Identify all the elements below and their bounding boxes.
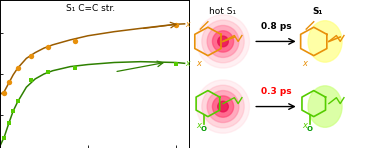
- Point: [6, 81, 12, 83]
- Ellipse shape: [308, 86, 342, 127]
- Ellipse shape: [308, 21, 342, 62]
- Text: x: x: [196, 121, 201, 130]
- Text: O: O: [201, 126, 207, 132]
- Point: [173, 24, 179, 26]
- Text: S₁: S₁: [312, 7, 323, 16]
- Ellipse shape: [218, 101, 228, 112]
- Point: [15, 100, 21, 102]
- Ellipse shape: [207, 91, 239, 123]
- Text: 0.8 ps: 0.8 ps: [260, 22, 291, 31]
- Ellipse shape: [212, 31, 234, 52]
- Point: [45, 46, 51, 48]
- Point: [72, 67, 78, 69]
- Text: 0.3 ps: 0.3 ps: [260, 87, 291, 96]
- Text: hot S₁: hot S₁: [209, 7, 237, 16]
- Ellipse shape: [197, 15, 249, 68]
- Point: [72, 40, 78, 42]
- Text: x: x: [186, 20, 190, 29]
- Point: [6, 122, 12, 124]
- Point: [45, 71, 51, 73]
- Point: [2, 91, 8, 94]
- Point: [10, 110, 16, 112]
- Text: O: O: [307, 126, 313, 132]
- Text: x: x: [186, 59, 190, 68]
- Point: [2, 137, 8, 139]
- Ellipse shape: [197, 80, 249, 133]
- Text: S₁ C=C str.: S₁ C=C str.: [66, 4, 115, 13]
- Text: x: x: [196, 59, 201, 68]
- Ellipse shape: [207, 25, 239, 57]
- Ellipse shape: [218, 36, 228, 47]
- Text: x: x: [302, 121, 307, 130]
- Point: [28, 54, 34, 57]
- Ellipse shape: [202, 20, 244, 63]
- Point: [28, 79, 34, 81]
- Ellipse shape: [212, 96, 234, 117]
- Ellipse shape: [202, 85, 244, 128]
- Point: [173, 63, 179, 65]
- Point: [15, 67, 21, 69]
- Text: x: x: [302, 59, 307, 68]
